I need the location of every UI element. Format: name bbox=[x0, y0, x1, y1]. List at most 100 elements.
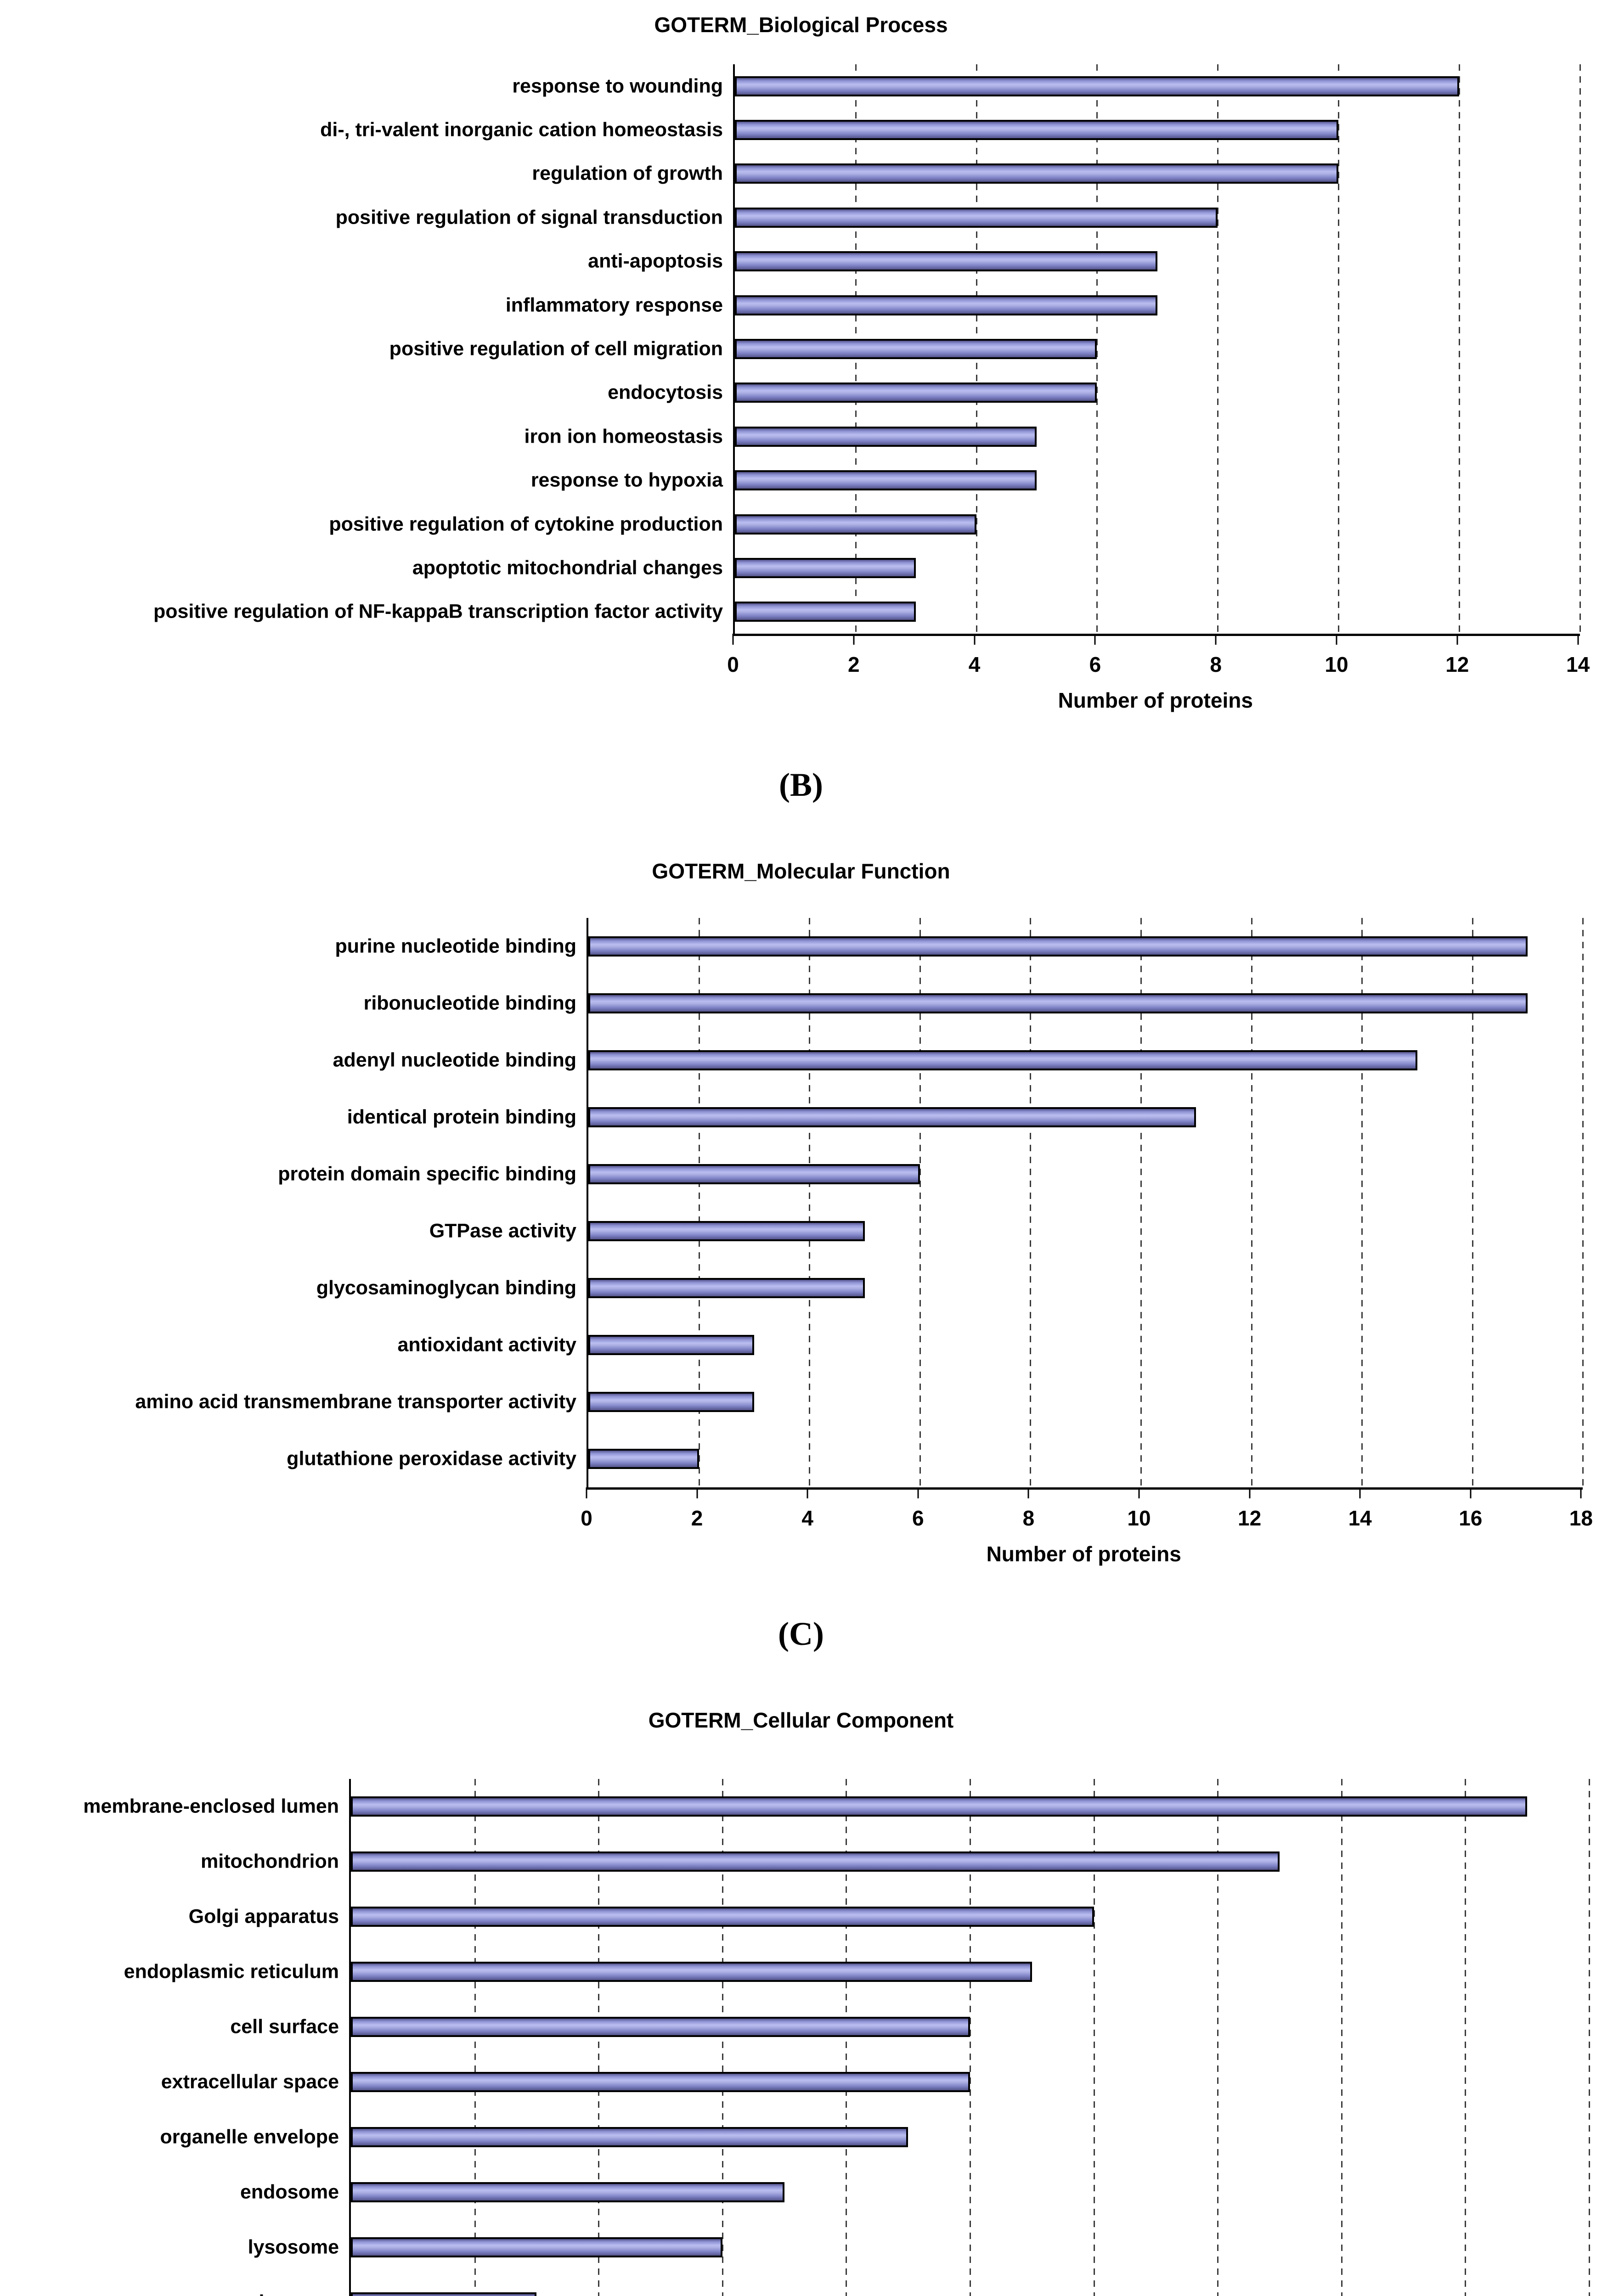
bar bbox=[588, 1335, 754, 1355]
axis-tick bbox=[1336, 634, 1337, 645]
gridline bbox=[919, 918, 921, 1487]
axis-tick-label: 8 bbox=[1210, 653, 1222, 676]
gridline bbox=[809, 918, 811, 1487]
category-label: lysosome bbox=[248, 2236, 339, 2258]
category-label: response to hypoxia bbox=[530, 469, 723, 491]
chart-biological-process: GOTERM_Biological Process response to wo… bbox=[0, 0, 1602, 804]
axis-tick-label: 8 bbox=[1022, 1506, 1035, 1530]
category-label: extracellular space bbox=[161, 2071, 339, 2093]
bar bbox=[735, 470, 1037, 491]
axis-tick-label: 4 bbox=[801, 1506, 813, 1530]
category-label: positive regulation of cytokine producti… bbox=[329, 513, 723, 535]
axis-tick-label: 4 bbox=[968, 653, 981, 676]
category-label: anti-apoptosis bbox=[588, 250, 723, 272]
bar bbox=[735, 120, 1338, 141]
bar bbox=[351, 2182, 784, 2202]
chart-cellular-component: GOTERM_Cellular Component membrane-enclo… bbox=[0, 1653, 1602, 2296]
category-label: antioxidant activity bbox=[397, 1334, 576, 1356]
gridline bbox=[722, 1779, 723, 2296]
gridline bbox=[1341, 1779, 1343, 2296]
bar bbox=[351, 1851, 1280, 1872]
bar bbox=[351, 1796, 1528, 1817]
gridline bbox=[1096, 64, 1098, 634]
bar bbox=[735, 339, 1097, 359]
axis-tick-label: 0 bbox=[727, 653, 739, 676]
axis-tick-label: 16 bbox=[1459, 1506, 1483, 1530]
axis-tick-label: 6 bbox=[1089, 653, 1101, 676]
category-label: GTPase activity bbox=[429, 1220, 576, 1242]
axis-tick-label: 0 bbox=[581, 1506, 592, 1530]
category-label: response to wounding bbox=[512, 75, 723, 97]
panel-caption: (B) bbox=[779, 766, 823, 803]
category-label: Golgi apparatus bbox=[188, 1905, 339, 1928]
axis-tick-label: 14 bbox=[1348, 1506, 1372, 1530]
bar bbox=[588, 993, 1528, 1013]
x-axis: 0 2 4 6 8 10 12 14 bbox=[727, 634, 1590, 684]
category-label: regulation of growth bbox=[532, 162, 723, 185]
axis-tick-label: 2 bbox=[848, 653, 860, 676]
axis-tick-label: 12 bbox=[1445, 653, 1469, 676]
axis-tick-label: 14 bbox=[1566, 653, 1590, 676]
category-label: inflammatory response bbox=[505, 294, 723, 316]
bar bbox=[735, 557, 916, 578]
category-label: identical protein binding bbox=[347, 1106, 576, 1128]
category-label: positive regulation of NF-kappaB transcr… bbox=[153, 600, 723, 623]
bar bbox=[588, 1392, 754, 1412]
axis-tick bbox=[1094, 634, 1096, 645]
gridline bbox=[1579, 64, 1581, 634]
axis-tick bbox=[974, 634, 976, 645]
category-label: endosome bbox=[240, 2181, 339, 2203]
plot-area-wrapper: purine nucleotide binding ribonucleotide … bbox=[0, 918, 1602, 1570]
bar bbox=[351, 1962, 1032, 1982]
category-label: glycosaminoglycan binding bbox=[316, 1277, 576, 1299]
axis-tick bbox=[586, 1487, 587, 1498]
chart-molecular-function: GOTERM_Molecular Function purine nucleot… bbox=[0, 804, 1602, 1653]
bar bbox=[735, 251, 1157, 272]
gridline bbox=[698, 918, 700, 1487]
bar bbox=[588, 1278, 865, 1298]
gridline bbox=[1251, 918, 1252, 1487]
axis-tick bbox=[696, 1487, 698, 1498]
axis-tick bbox=[732, 634, 734, 645]
category-label: adenyl nucleotide binding bbox=[333, 1049, 576, 1071]
plot-area-wrapper: response to wounding di-, tri-valent inor… bbox=[0, 64, 1602, 716]
gridline bbox=[1465, 1779, 1467, 2296]
gridline bbox=[1217, 64, 1219, 634]
chart-title: GOTERM_Cellular Component bbox=[648, 1708, 954, 1732]
bar bbox=[351, 1907, 1094, 1927]
category-axis: response to wounding di-, tri-valent inor… bbox=[0, 64, 733, 634]
axis-tick bbox=[1359, 1487, 1361, 1498]
axis-tick-label: 10 bbox=[1127, 1506, 1151, 1530]
axis-tick-label: 2 bbox=[691, 1506, 703, 1530]
axis-tick bbox=[1470, 1487, 1472, 1498]
axis-tick-label: 6 bbox=[912, 1506, 924, 1530]
axis-tick bbox=[1577, 634, 1579, 645]
category-axis: purine nucleotide binding ribonucleotide … bbox=[0, 918, 587, 1487]
gridline bbox=[1093, 1779, 1095, 2296]
chart-title: GOTERM_Biological Process bbox=[654, 13, 948, 37]
gridline bbox=[1361, 918, 1363, 1487]
gridline bbox=[1140, 918, 1142, 1487]
gridline bbox=[1030, 918, 1032, 1487]
category-label: membrane-enclosed lumen bbox=[83, 1795, 339, 1818]
gridline bbox=[1338, 64, 1339, 634]
category-label: amino acid transmembrane transporter act… bbox=[135, 1390, 576, 1413]
axis-tick-label: 10 bbox=[1325, 653, 1348, 676]
x-axis-title: Number of proteins bbox=[1058, 688, 1253, 712]
x-axis-title: Number of proteins bbox=[986, 1542, 1181, 1566]
panel-caption: (C) bbox=[778, 1615, 824, 1652]
bar bbox=[351, 2072, 970, 2092]
bar bbox=[735, 514, 976, 535]
category-axis: membrane-enclosed lumen mitochondrion Golg… bbox=[0, 1779, 349, 2296]
category-label: di-, tri-valent inorganic cation homeost… bbox=[320, 118, 723, 141]
category-label: iron ion homeostasis bbox=[524, 425, 723, 448]
axis-tick bbox=[1138, 1487, 1140, 1498]
gridline bbox=[1472, 918, 1473, 1487]
category-label: endoplasmic reticulum bbox=[124, 1960, 339, 1983]
category-label: protein domain specific binding bbox=[278, 1163, 576, 1185]
bar bbox=[351, 2127, 908, 2147]
category-label: apoptotic mitochondrial changes bbox=[412, 557, 723, 579]
category-label: positive regulation of signal transducti… bbox=[335, 206, 723, 229]
category-label: purine nucleotide binding bbox=[335, 935, 576, 957]
gridline bbox=[846, 1779, 847, 2296]
